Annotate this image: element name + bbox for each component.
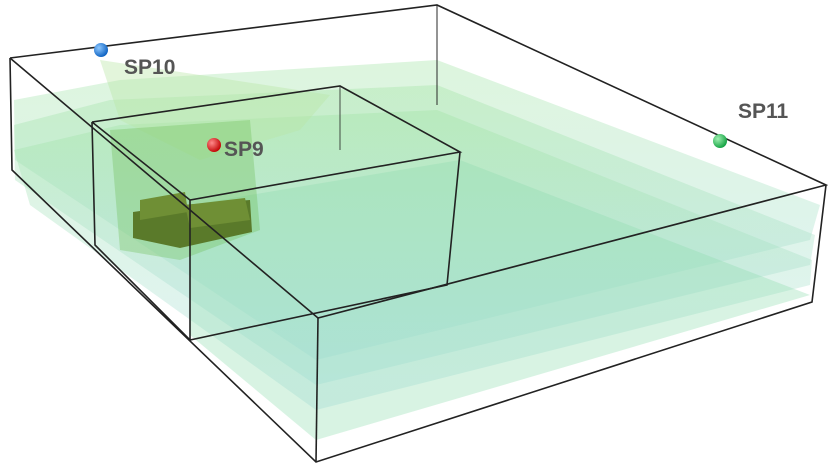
probe-label: SP10	[124, 56, 175, 79]
probe-label: SP9	[224, 138, 264, 161]
flow-layers	[14, 60, 820, 440]
probe-sp9	[207, 138, 221, 152]
probe-label: SP11	[738, 100, 789, 123]
simulation-render: SP10 SP9 SP11	[0, 0, 828, 468]
page: SP10 SP9 SP11 (() => { const data = JSON…	[0, 0, 828, 468]
probe-sp10	[94, 43, 108, 57]
probe-sp11	[713, 134, 727, 148]
